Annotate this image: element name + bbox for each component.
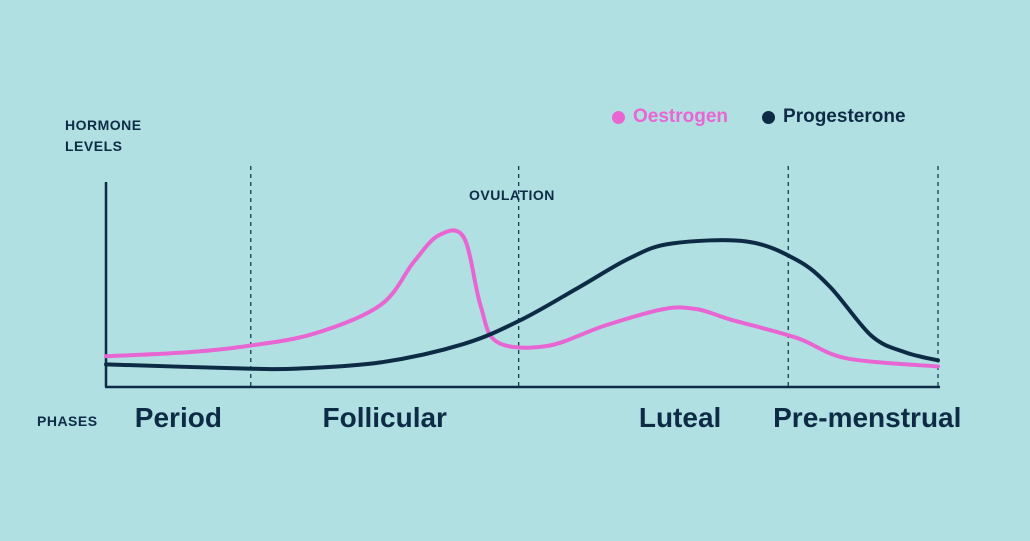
series-line-progesterone bbox=[104, 238, 940, 372]
phase-label-luteal: Luteal bbox=[638, 402, 722, 433]
oestrogen-dot-icon bbox=[612, 110, 625, 124]
y-axis-label: HORMONE LEVELS bbox=[65, 115, 142, 157]
phase-label-follicular: Follicular bbox=[322, 402, 447, 433]
y-axis-label-line-1: HORMONE bbox=[65, 117, 142, 133]
phase-label-period: Period bbox=[134, 402, 222, 433]
progesterone-dot-icon bbox=[762, 110, 776, 124]
legend-item-oestrogen: Oestrogen bbox=[612, 106, 728, 128]
ovulation-label: OVULATION bbox=[469, 187, 555, 203]
phase-divider-layer bbox=[250, 166, 939, 387]
legend-label-oestrogen: Oestrogen bbox=[633, 106, 729, 127]
x-axis-label: PHASES bbox=[37, 413, 98, 429]
legend-item-progesterone: Progesterone bbox=[762, 106, 906, 128]
legend: Oestrogen Progesterone bbox=[612, 106, 906, 128]
series-line-oestrogen bbox=[104, 228, 940, 369]
y-axis-label-line-2: LEVELS bbox=[65, 138, 123, 154]
legend-label-progesterone: Progesterone bbox=[783, 106, 906, 127]
series-layer bbox=[104, 228, 940, 372]
phase-label-pre-menstrual: Pre-menstrual bbox=[773, 402, 962, 433]
